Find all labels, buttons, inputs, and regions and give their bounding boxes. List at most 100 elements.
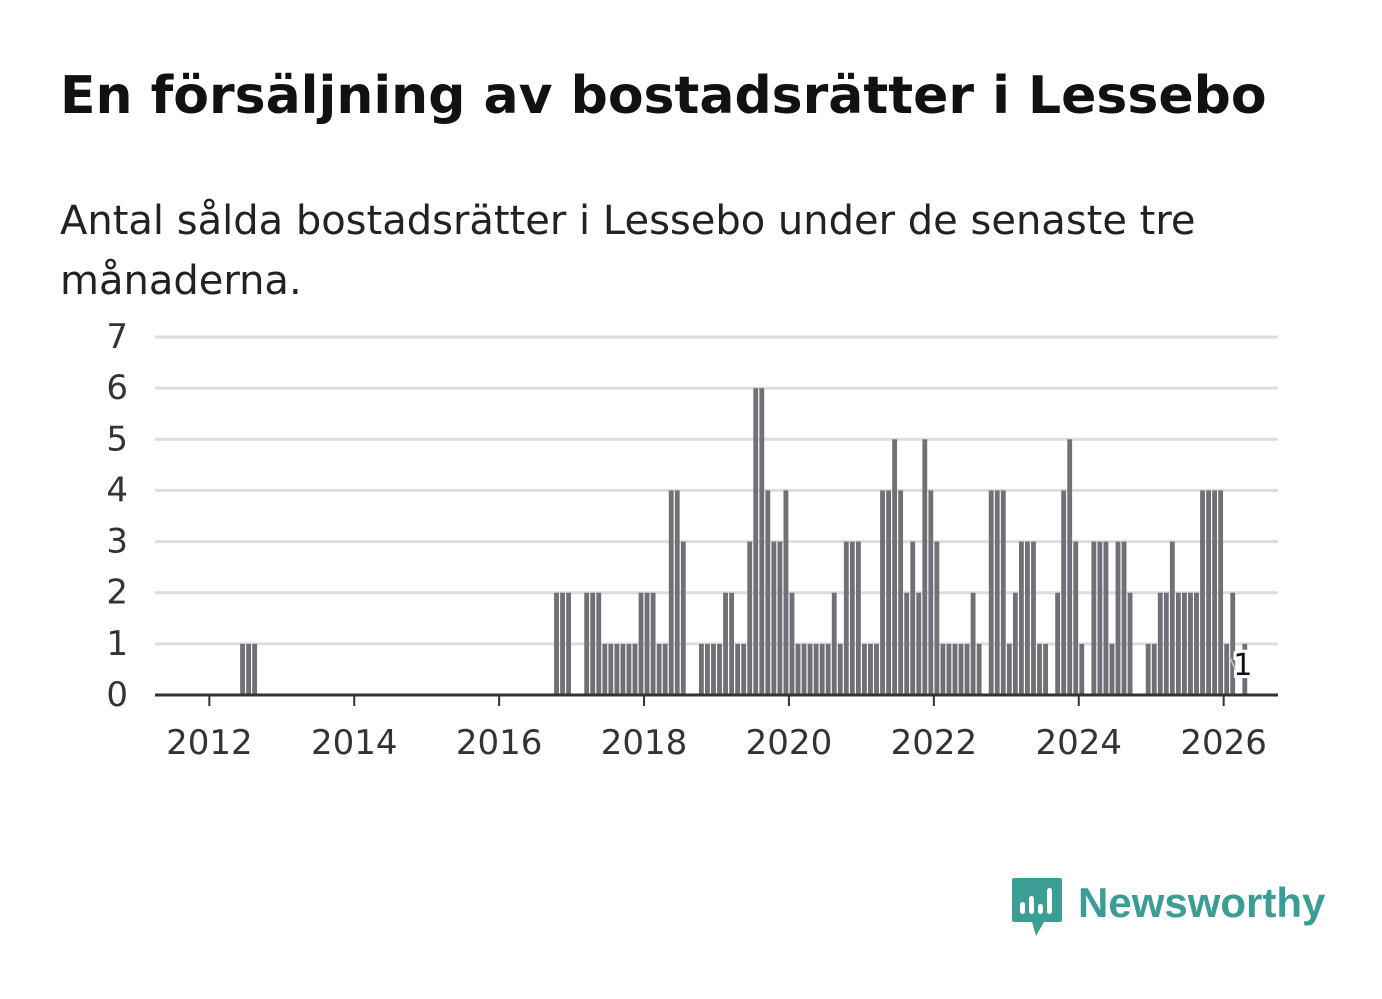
bar	[566, 592, 571, 695]
bar	[252, 643, 258, 695]
bar	[1097, 541, 1103, 695]
x-tick-label: 2014	[311, 723, 398, 763]
bar	[801, 643, 807, 695]
bar	[723, 592, 728, 695]
bar	[886, 490, 891, 695]
chart-title: En försäljning av bostadsrätter i Lesseb…	[60, 66, 1267, 126]
bar	[1091, 541, 1097, 695]
bar	[584, 592, 590, 695]
y-tick-label: 2	[106, 573, 128, 613]
bar	[698, 643, 704, 695]
bar	[560, 592, 565, 695]
y-tick-label: 1	[106, 624, 128, 664]
bar	[638, 592, 644, 695]
bar	[1242, 643, 1248, 695]
bar	[674, 490, 680, 695]
bar	[626, 643, 632, 695]
bar	[1031, 541, 1036, 695]
bar	[1151, 643, 1157, 695]
bar	[831, 592, 837, 695]
bar	[717, 643, 722, 695]
bar	[735, 643, 741, 695]
bar	[976, 643, 982, 695]
chart-subtitle: Antal sålda bostadsrätter i Lessebo unde…	[60, 198, 1196, 304]
bar	[1115, 541, 1121, 695]
x-tick-label: 2026	[1180, 723, 1267, 763]
bar	[952, 643, 958, 695]
bar	[741, 643, 747, 695]
bar	[988, 490, 994, 695]
bar	[1109, 643, 1115, 695]
y-axis-labels: 0 1 2 3 4 5 6 7	[106, 317, 128, 715]
x-tick-label: 2016	[456, 723, 543, 763]
bar	[849, 541, 855, 695]
bar	[246, 643, 252, 695]
bar	[1163, 592, 1169, 695]
bar	[1067, 439, 1073, 695]
x-tick-label: 2020	[746, 723, 833, 763]
bar	[837, 643, 843, 695]
bar	[729, 592, 735, 695]
bar	[1206, 490, 1211, 695]
y-tick-label: 3	[106, 522, 128, 562]
bar	[928, 490, 934, 695]
bar	[765, 490, 771, 695]
bar	[813, 643, 819, 695]
bar	[862, 643, 867, 695]
bar	[1224, 643, 1230, 695]
bar	[940, 643, 946, 695]
bar	[868, 643, 873, 695]
bar	[759, 388, 765, 695]
bar	[807, 643, 813, 695]
y-tick-label: 5	[106, 419, 128, 459]
bar	[819, 643, 825, 695]
bar	[747, 541, 753, 695]
bar	[680, 541, 686, 695]
bar	[1127, 592, 1133, 695]
bar	[1169, 541, 1175, 695]
bar	[705, 643, 710, 695]
y-tick-label: 7	[106, 317, 128, 357]
bar	[934, 541, 940, 695]
bar	[1200, 490, 1205, 695]
x-tick-label: 2024	[1035, 723, 1122, 763]
bar	[590, 592, 596, 695]
y-tick-label: 0	[106, 675, 128, 715]
bar	[608, 643, 614, 695]
x-tick-label: 2018	[601, 723, 688, 763]
newsworthy-logo-icon	[1012, 878, 1062, 936]
bar	[1018, 541, 1024, 695]
bar	[843, 541, 849, 695]
bar	[855, 541, 861, 695]
bar	[910, 541, 916, 695]
bar	[898, 490, 904, 695]
highlight-value-label: 1	[1233, 648, 1252, 683]
bar	[1000, 490, 1006, 695]
x-axis-labels: 2012 2014 2016 2018 2020 2022 2024 2026	[166, 723, 1267, 763]
bar	[970, 592, 976, 695]
bar	[958, 643, 964, 695]
bar	[783, 490, 789, 695]
bar	[1073, 541, 1079, 695]
bar	[1006, 643, 1012, 695]
bar	[596, 592, 602, 695]
bar	[795, 643, 801, 695]
bar	[880, 490, 885, 695]
y-tick-label: 6	[106, 368, 128, 408]
bar	[789, 592, 795, 695]
bar	[753, 388, 759, 695]
x-tick-label: 2012	[166, 723, 253, 763]
bars	[240, 388, 1248, 695]
bar	[777, 541, 783, 695]
bar	[1043, 643, 1048, 695]
bar	[964, 643, 970, 695]
bar	[554, 592, 559, 695]
bar	[1194, 592, 1199, 695]
y-tick-label: 4	[106, 470, 128, 510]
gridlines	[155, 335, 1278, 646]
bar	[1157, 592, 1163, 695]
bar	[711, 643, 716, 695]
bar	[1212, 490, 1218, 695]
bar	[1079, 643, 1085, 695]
bar	[1103, 541, 1109, 695]
